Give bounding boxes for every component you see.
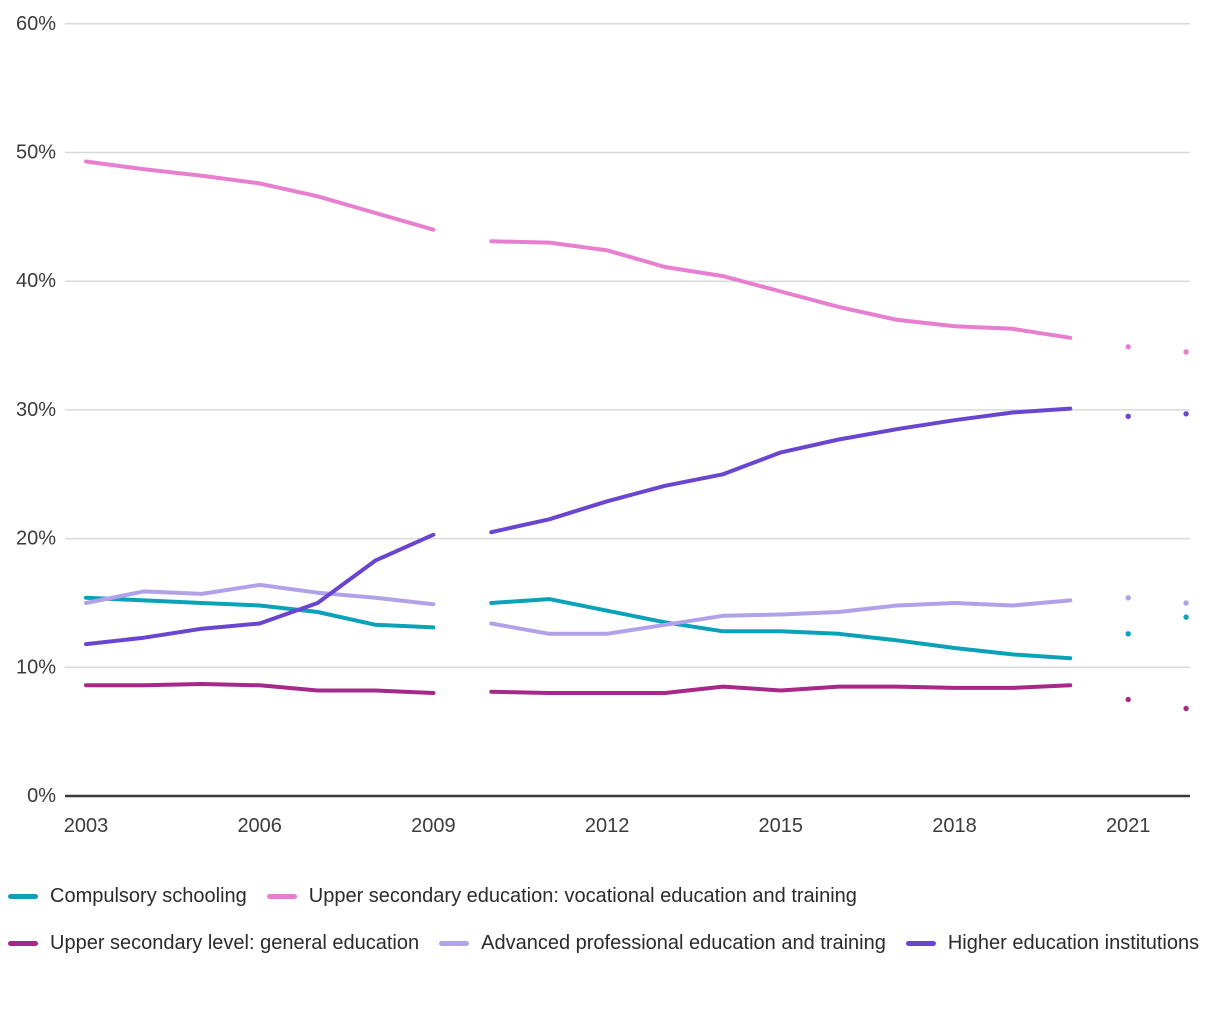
y-tick-label: 60% (16, 13, 56, 35)
series-line-advanced-professional (489, 598, 1073, 636)
legend-item-advanced-professional: Advanced professional education and trai… (439, 930, 886, 956)
series-dot-higher-education (1125, 413, 1131, 419)
legend-item-vocational-education: Upper secondary education: vocational ed… (266, 883, 857, 909)
legend-label-advanced-professional: Advanced professional education and trai… (481, 932, 886, 954)
series-line-compulsory-schooling (84, 595, 436, 630)
x-tick-label: 2006 (237, 815, 282, 837)
series-dot-compulsory-schooling (1183, 614, 1189, 620)
y-tick-label: 50% (16, 142, 56, 164)
legend-swatch-compulsory-schooling (8, 893, 38, 899)
y-tick-label: 20% (16, 528, 56, 550)
x-tick-label: 2009 (411, 815, 456, 837)
y-tick-label: 30% (16, 399, 56, 421)
y-tick-label: 0% (27, 785, 56, 807)
series-dot-general-education (1183, 705, 1189, 712)
series-line-higher-education (84, 532, 436, 647)
legend-swatch-advanced-professional (439, 940, 470, 946)
series-dot-general-education (1125, 696, 1131, 703)
x-tick-label: 2018 (932, 815, 977, 837)
series-dot-compulsory-schooling (1125, 631, 1131, 637)
series-line-general-education (489, 683, 1073, 695)
legend-swatch-higher-education (905, 940, 936, 946)
series-line-advanced-professional (84, 582, 436, 607)
legend-item-general-education: Upper secondary level: general education (8, 930, 419, 956)
y-tick-label: 10% (16, 656, 56, 678)
chart-svg: 0% 10% 20% 30% 40% 50% 60% 2003 2006 2009 2012 2015… (16, 13, 1190, 837)
y-tick-label: 40% (16, 270, 56, 292)
legend-label-general-education: Upper secondary level: general education (50, 932, 420, 954)
series-dot-advanced-professional (1125, 595, 1131, 601)
series-line-compulsory-schooling (489, 597, 1073, 661)
series-line-vocational-education (489, 239, 1073, 340)
series-dot-vocational-education (1125, 344, 1131, 350)
x-tick-label: 2003 (64, 815, 109, 837)
series-dot-vocational-education (1183, 349, 1189, 355)
series-line-higher-education (489, 406, 1073, 535)
series-line-vocational-education (84, 159, 436, 232)
x-tick-label: 2012 (585, 815, 630, 837)
legend-label-vocational-education: Upper secondary education: vocational ed… (308, 885, 857, 907)
series-dot-higher-education (1183, 411, 1189, 417)
series-dot-advanced-professional (1183, 600, 1189, 606)
legend-swatch-vocational-education (266, 893, 297, 899)
legend-swatch-general-education (8, 940, 38, 946)
legend-item-compulsory-schooling: Compulsory schooling (8, 883, 247, 909)
legend-item-higher-education: Higher education institutions (905, 930, 1200, 956)
x-tick-label: 2021 (1106, 815, 1151, 837)
x-tick-label: 2015 (759, 815, 804, 837)
legend-label-compulsory-schooling: Compulsory schooling (50, 885, 247, 907)
chart-legend: Compulsory schooling Upper secondary educ… (0, 883, 1220, 956)
legend-label-higher-education: Higher education institutions (947, 932, 1200, 954)
series-line-general-education (84, 682, 436, 695)
